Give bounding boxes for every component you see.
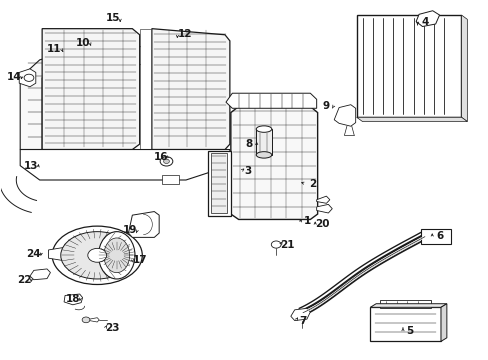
- Ellipse shape: [256, 152, 271, 158]
- Text: 22: 22: [17, 275, 31, 285]
- Polygon shape: [64, 294, 82, 305]
- Text: 11: 11: [47, 44, 61, 54]
- Polygon shape: [369, 304, 446, 307]
- Text: 12: 12: [178, 29, 192, 39]
- Polygon shape: [415, 11, 439, 27]
- Polygon shape: [461, 15, 467, 122]
- Polygon shape: [316, 196, 329, 203]
- Text: 4: 4: [420, 17, 427, 27]
- Polygon shape: [316, 204, 331, 213]
- Polygon shape: [207, 150, 230, 216]
- Ellipse shape: [52, 226, 142, 284]
- Polygon shape: [290, 309, 310, 320]
- Ellipse shape: [98, 231, 135, 279]
- Polygon shape: [48, 247, 69, 261]
- Text: 19: 19: [122, 225, 137, 235]
- Polygon shape: [19, 69, 36, 87]
- Bar: [356, 15, 461, 117]
- Bar: [256, 129, 271, 155]
- Text: 5: 5: [406, 325, 413, 336]
- Polygon shape: [20, 46, 142, 149]
- Text: 8: 8: [245, 139, 252, 149]
- Text: 20: 20: [315, 219, 329, 229]
- Text: 15: 15: [105, 13, 120, 23]
- Circle shape: [88, 248, 106, 262]
- Text: 23: 23: [105, 323, 120, 333]
- Polygon shape: [42, 29, 140, 149]
- Circle shape: [163, 159, 169, 163]
- Text: 1: 1: [304, 216, 311, 226]
- Text: 6: 6: [435, 231, 442, 240]
- Ellipse shape: [103, 238, 129, 273]
- Polygon shape: [89, 318, 99, 322]
- Text: 17: 17: [132, 255, 147, 265]
- Bar: [379, 300, 430, 308]
- Polygon shape: [230, 107, 317, 220]
- Circle shape: [160, 157, 172, 166]
- Polygon shape: [333, 105, 355, 126]
- Text: 21: 21: [280, 240, 294, 250]
- Text: 10: 10: [75, 38, 90, 48]
- Polygon shape: [152, 29, 229, 149]
- Text: 9: 9: [322, 101, 329, 111]
- Text: 14: 14: [7, 72, 21, 82]
- Polygon shape: [30, 269, 50, 280]
- Text: 7: 7: [299, 316, 306, 325]
- Polygon shape: [356, 117, 467, 122]
- Polygon shape: [20, 149, 229, 180]
- Text: 13: 13: [23, 161, 38, 171]
- Ellipse shape: [61, 231, 133, 279]
- Polygon shape: [211, 153, 227, 213]
- Text: 2: 2: [308, 179, 316, 189]
- Circle shape: [271, 241, 281, 248]
- Text: 24: 24: [26, 248, 41, 258]
- Circle shape: [24, 74, 34, 81]
- Polygon shape: [161, 175, 178, 184]
- Polygon shape: [128, 212, 159, 237]
- Text: 18: 18: [65, 294, 80, 304]
- Ellipse shape: [256, 126, 271, 132]
- Circle shape: [82, 317, 90, 323]
- Polygon shape: [440, 304, 446, 341]
- Bar: [420, 229, 450, 244]
- Text: 3: 3: [244, 166, 251, 176]
- Bar: [140, 30, 151, 149]
- Text: 16: 16: [153, 152, 167, 162]
- Polygon shape: [225, 93, 316, 108]
- Polygon shape: [369, 307, 440, 341]
